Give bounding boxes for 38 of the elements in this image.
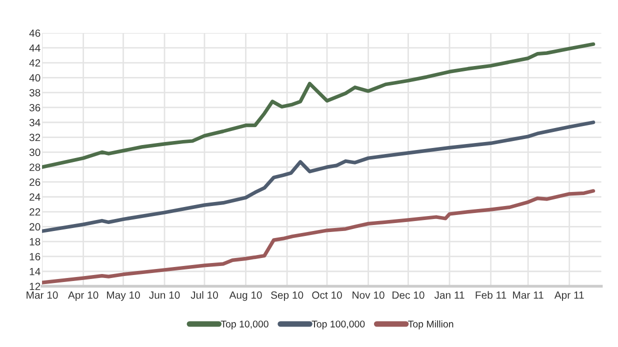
y-tick-label: 32 (29, 134, 40, 142)
y-tick-label: 44 (29, 44, 40, 52)
y-tick-label: 40 (29, 74, 40, 82)
x-tick-label: Jan 11 (434, 292, 464, 299)
x-tick-label: Mar 11 (513, 292, 544, 299)
y-tick-label: 36 (29, 104, 40, 112)
x-tick-label: Jun 10 (149, 291, 180, 299)
x-tick-label: Dec 10 (392, 291, 424, 299)
y-tick-label: 14 (30, 268, 40, 276)
x-tick-label: Apr 11 (554, 292, 584, 301)
y-tick-label: 12 (30, 282, 40, 290)
x-tick-label: Aug 10 (229, 291, 262, 301)
y-tick-label: 18 (30, 238, 40, 246)
legend-label: Top 100,000 (312, 320, 365, 330)
y-tick-label: 34 (29, 118, 40, 126)
y-tick-label: 16 (30, 252, 40, 260)
legend-label: Top Million (408, 320, 454, 330)
y-tick-label: 20 (30, 223, 40, 231)
x-tick-label: May 10 (107, 291, 140, 301)
line-series (42, 189, 596, 284)
y-tick-label: 38 (29, 89, 40, 96)
y-tick-label: 22 (30, 208, 40, 216)
x-tick-label: Nov 10 (352, 291, 384, 299)
x-tick-label: Sep 10 (271, 291, 304, 301)
y-tick-label: 30 (29, 148, 40, 156)
x-tick-label: Feb 11 (476, 291, 506, 299)
x-tick-label: Jul 10 (190, 291, 218, 299)
y-tick-label: 26 (30, 178, 40, 186)
y-tick-label: 24 (30, 193, 40, 201)
x-tick-label: Mar 10 (26, 291, 58, 299)
line-series (42, 120, 596, 233)
y-tick-label: 42 (29, 59, 40, 67)
line-series (42, 42, 596, 169)
y-tick-label: 28 (30, 164, 40, 171)
legend-label: Top 10,000 (220, 320, 268, 330)
y-tick-label: 46 (29, 29, 40, 37)
x-tick-label: Oct 10 (312, 291, 342, 299)
x-tick-label: Apr 10 (68, 291, 98, 301)
